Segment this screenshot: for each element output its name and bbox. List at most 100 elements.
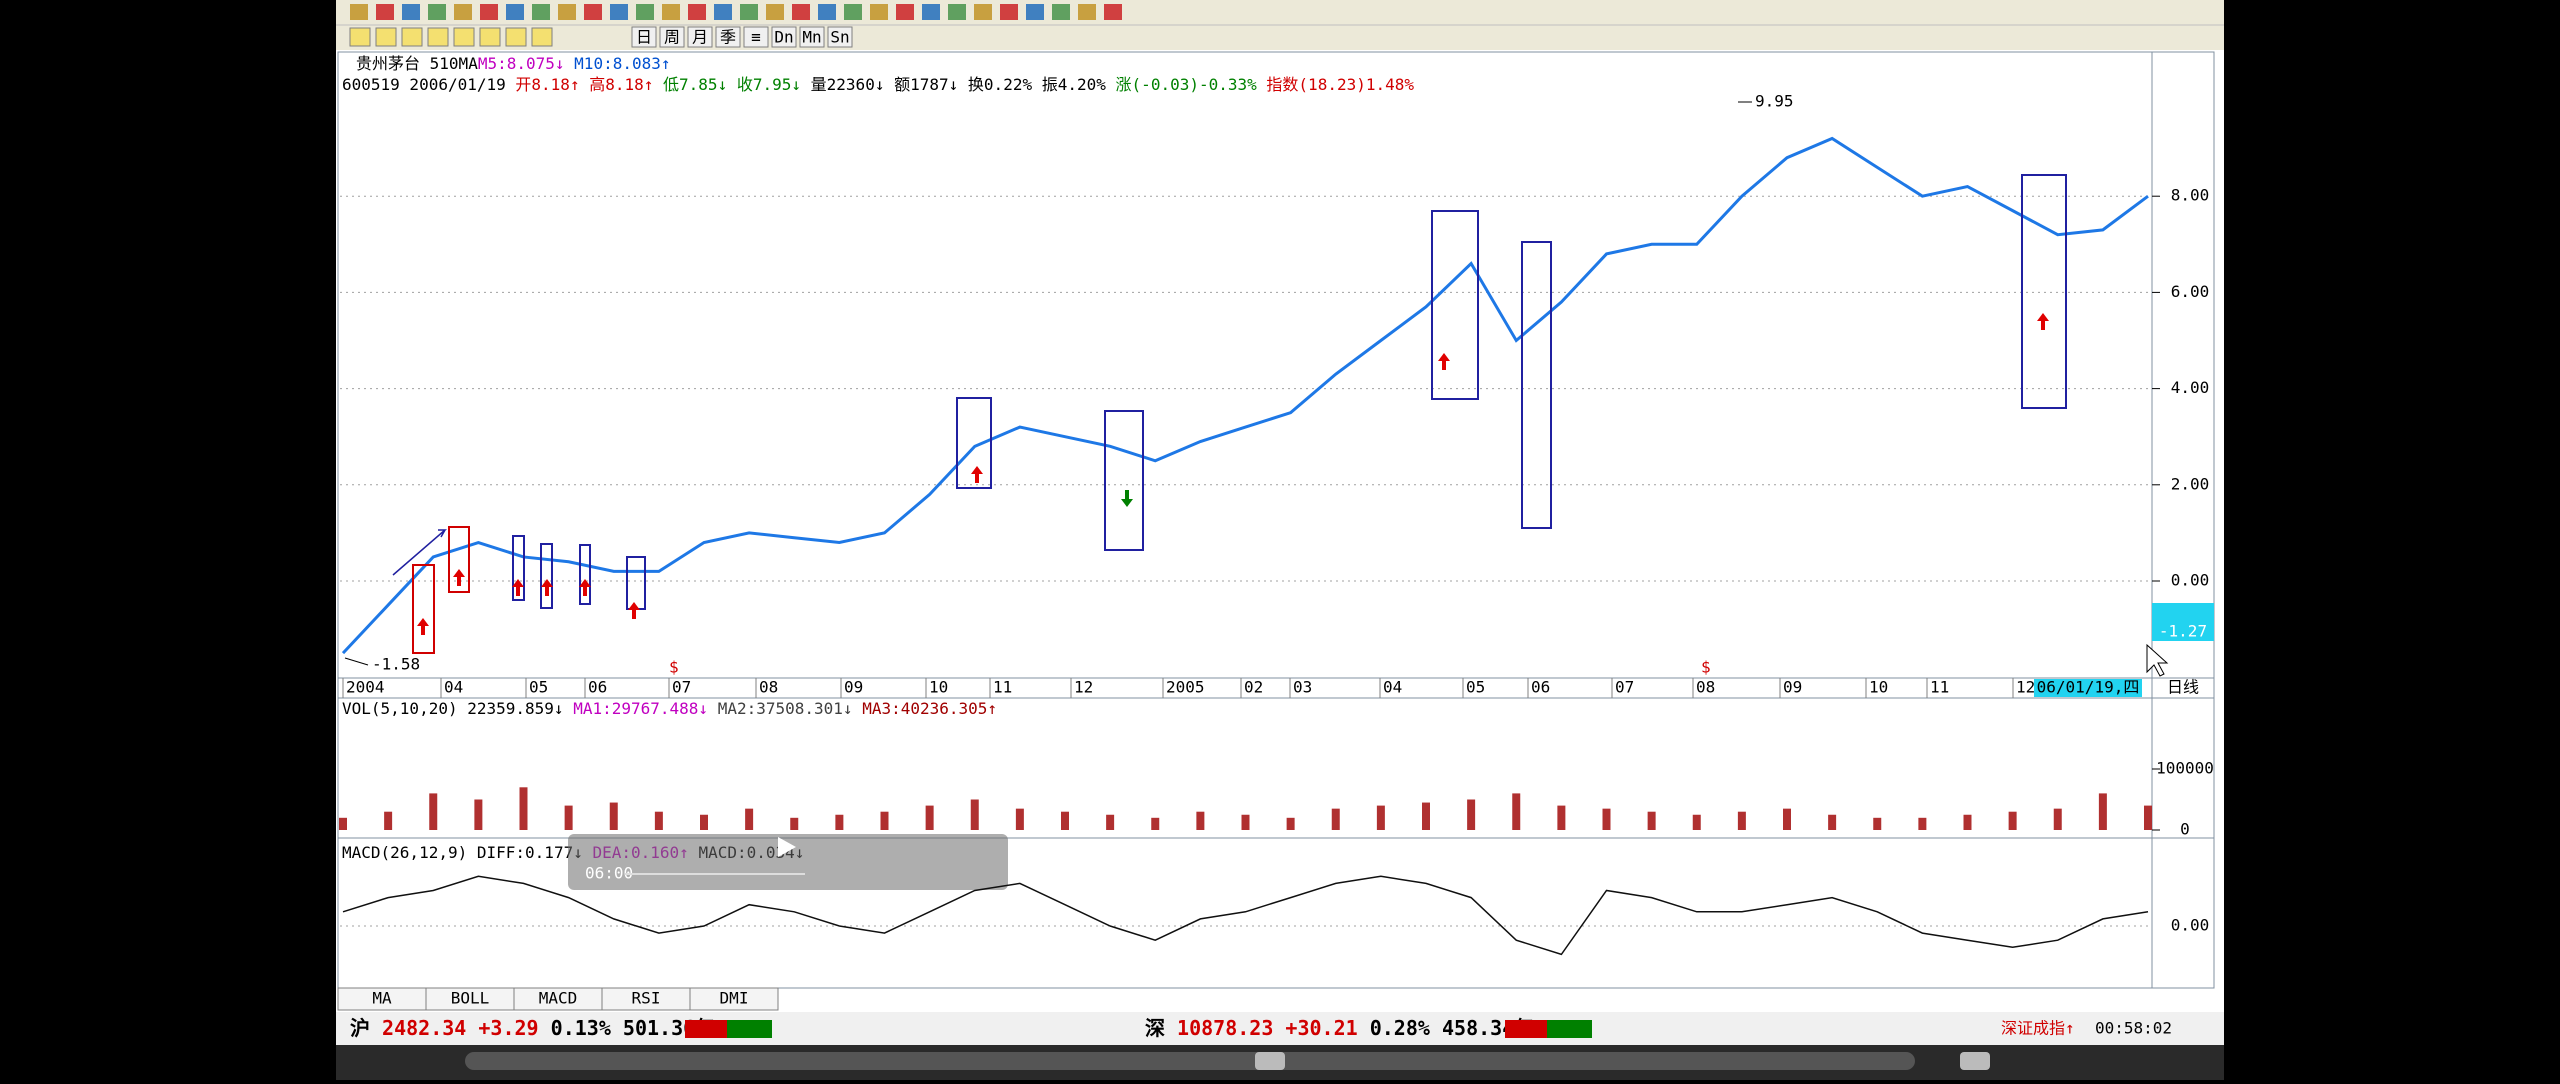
video-overlay[interactable] <box>568 834 1008 890</box>
tool-icon[interactable] <box>479 27 501 47</box>
split-mark: $ <box>669 658 679 677</box>
seek-bar[interactable] <box>465 1052 1915 1070</box>
index-name[interactable]: 深证成指↑ <box>2001 1019 2075 1038</box>
tool-icon[interactable] <box>453 27 475 47</box>
sz-status: 深 10878.23 +30.21 0.28% 458.34亿 <box>1145 1016 1534 1040</box>
seek-thumb[interactable] <box>1255 1052 1285 1070</box>
highlight-box <box>579 544 591 605</box>
period-label: Mn <box>802 28 821 47</box>
tool-icon[interactable] <box>766 4 784 20</box>
time-label: 06 <box>588 678 607 697</box>
tool-icon[interactable] <box>1000 4 1018 20</box>
tool-icon[interactable] <box>662 4 680 20</box>
volume-bar <box>1737 811 1746 830</box>
up-arrow <box>453 569 465 586</box>
volume-bar <box>2053 808 2062 830</box>
volume-bar <box>384 811 393 830</box>
tool-icon[interactable] <box>428 4 446 20</box>
up-arrow <box>541 579 553 596</box>
tool-icon[interactable] <box>740 4 758 20</box>
tool-icon[interactable] <box>350 4 368 20</box>
volume-bar <box>745 808 754 830</box>
volume-bar <box>2098 793 2107 830</box>
y-tick-label: 2.00 <box>2171 474 2210 493</box>
highlight-box <box>1521 241 1552 529</box>
y-tick-label: 0.00 <box>2171 916 2210 935</box>
volume-bar <box>970 799 979 830</box>
chart-frame <box>337 51 2215 989</box>
volume-bar <box>790 817 799 830</box>
tool-icon[interactable] <box>531 27 553 47</box>
period-button[interactable] <box>771 26 797 48</box>
info-item: M5:8.075↓ <box>478 54 565 73</box>
tool-icon[interactable] <box>974 4 992 20</box>
info-item: 涨(-0.03)-0.33% <box>1116 75 1258 94</box>
period-button[interactable] <box>687 26 713 48</box>
time-label: 05 <box>529 678 548 697</box>
tool-icon[interactable] <box>480 4 498 20</box>
period-button[interactable] <box>631 26 657 48</box>
tool-icon[interactable] <box>714 4 732 20</box>
tool-icon[interactable] <box>610 4 628 20</box>
time-label: 05 <box>1466 678 1485 697</box>
tool-icon[interactable] <box>532 4 550 20</box>
tool-icon[interactable] <box>401 27 423 47</box>
tool-icon[interactable] <box>427 27 449 47</box>
period-button[interactable] <box>743 26 769 48</box>
trend-arrow <box>392 529 448 576</box>
volume-bar <box>1196 811 1205 830</box>
highlight-box <box>512 535 525 601</box>
tool-icon[interactable] <box>584 4 602 20</box>
tool-icon[interactable] <box>506 4 524 20</box>
highlight-box <box>1104 410 1144 551</box>
volume-bar <box>1873 817 1882 830</box>
tool-icon[interactable] <box>688 4 706 20</box>
tool-icon[interactable] <box>402 4 420 20</box>
period-button[interactable] <box>715 26 741 48</box>
tool-icon[interactable] <box>922 4 940 20</box>
tool-icon[interactable] <box>636 4 654 20</box>
tool-icon[interactable] <box>558 4 576 20</box>
tool-icon[interactable] <box>375 27 397 47</box>
tool-icon[interactable] <box>844 4 862 20</box>
tool-icon[interactable] <box>792 4 810 20</box>
info-item: VOL(5,10,20) 22359.859↓ <box>342 699 564 718</box>
tool-icon[interactable] <box>948 4 966 20</box>
volume-bar <box>2008 811 2017 830</box>
tool-icon[interactable] <box>376 4 394 20</box>
high-label: 9.95 <box>1755 92 1794 111</box>
time-label: 02 <box>1244 678 1263 697</box>
volume-bar <box>474 799 483 830</box>
period-label: Dn <box>774 28 793 47</box>
period-label: 周 <box>664 28 680 47</box>
volume-bar <box>1512 793 1521 830</box>
volume-thumb[interactable] <box>1960 1052 1990 1070</box>
sz-change: +30.21 <box>1285 1016 1357 1040</box>
tool-icon[interactable] <box>870 4 888 20</box>
tab[interactable] <box>689 987 779 1011</box>
ma-line <box>341 136 2149 655</box>
diff-line <box>342 875 2149 956</box>
tool-icon[interactable] <box>896 4 914 20</box>
tool-icon[interactable] <box>454 4 472 20</box>
y-tick-label: 100000 <box>2156 759 2214 778</box>
period-button[interactable] <box>827 26 853 48</box>
y-tick-label: 0.00 <box>2171 571 2210 590</box>
period-button[interactable] <box>799 26 825 48</box>
tool-icon[interactable] <box>1078 4 1096 20</box>
tool-icon[interactable] <box>1052 4 1070 20</box>
highlight-box <box>956 397 992 489</box>
play-button[interactable] <box>778 837 796 857</box>
tool-icon[interactable] <box>505 27 527 47</box>
tool-icon[interactable] <box>818 4 836 20</box>
tool-icon[interactable] <box>349 27 371 47</box>
tool-icon[interactable] <box>1026 4 1044 20</box>
period-button[interactable] <box>659 26 685 48</box>
volume-bar <box>1061 811 1069 830</box>
volume-bar <box>1422 802 1430 830</box>
volume-bar <box>519 787 528 830</box>
volume-bar <box>1241 814 1250 830</box>
tool-icon[interactable] <box>1104 4 1122 20</box>
time-label: 11 <box>993 678 1012 697</box>
